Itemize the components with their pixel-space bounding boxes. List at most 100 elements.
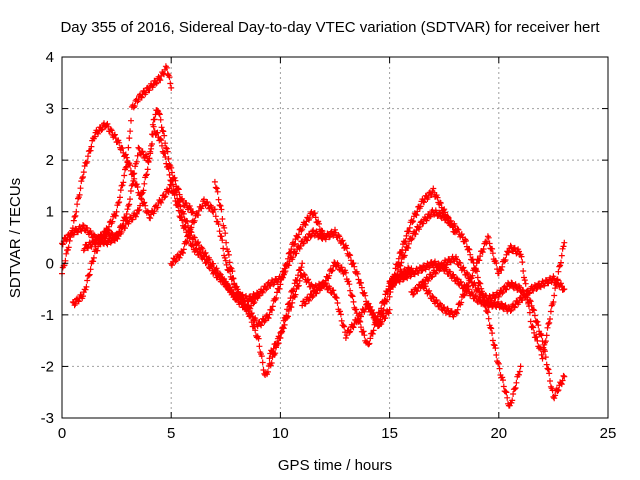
data-point bbox=[503, 286, 510, 293]
y-tick-label: -3 bbox=[41, 410, 54, 427]
data-point bbox=[138, 94, 145, 101]
data-point bbox=[299, 260, 306, 267]
data-point bbox=[201, 196, 207, 203]
data-point bbox=[325, 275, 332, 282]
data-point bbox=[350, 260, 357, 267]
data-point bbox=[322, 280, 329, 286]
data-point bbox=[134, 184, 141, 190]
data-point bbox=[547, 378, 553, 384]
data-point bbox=[411, 271, 418, 278]
data-point bbox=[172, 177, 179, 184]
data-point bbox=[204, 199, 211, 205]
data-point bbox=[354, 317, 361, 324]
data-point bbox=[87, 266, 94, 273]
data-point bbox=[157, 77, 164, 84]
data-point bbox=[258, 353, 265, 360]
data-point bbox=[195, 212, 202, 219]
data-point bbox=[531, 329, 538, 336]
data-point bbox=[464, 271, 471, 278]
data-point bbox=[85, 153, 91, 160]
data-point bbox=[161, 150, 168, 157]
data-point bbox=[92, 240, 99, 247]
data-point bbox=[168, 84, 175, 91]
data-point bbox=[278, 276, 285, 283]
data-point bbox=[397, 262, 404, 269]
data-point bbox=[173, 189, 180, 196]
data-point bbox=[432, 270, 439, 277]
data-point bbox=[121, 172, 128, 179]
data-point bbox=[251, 323, 258, 330]
data-point bbox=[472, 292, 479, 299]
data-point bbox=[72, 212, 79, 219]
data-point bbox=[484, 309, 491, 316]
data-point bbox=[144, 166, 151, 173]
data-point bbox=[489, 245, 496, 252]
data-point bbox=[295, 282, 302, 289]
data-point bbox=[222, 230, 229, 237]
data-point bbox=[367, 303, 374, 310]
data-point bbox=[169, 181, 176, 188]
data-point bbox=[561, 373, 568, 380]
data-points bbox=[59, 63, 568, 409]
x-tick-label: 5 bbox=[167, 425, 175, 442]
data-point bbox=[153, 80, 160, 87]
data-point bbox=[108, 127, 115, 134]
data-point bbox=[226, 259, 233, 266]
data-point bbox=[265, 315, 272, 322]
series-13 bbox=[419, 233, 568, 362]
data-point bbox=[153, 79, 160, 86]
data-point bbox=[188, 224, 195, 231]
data-point bbox=[485, 315, 492, 322]
series-4 bbox=[80, 107, 196, 254]
data-point bbox=[519, 259, 526, 266]
data-point bbox=[91, 241, 98, 248]
data-point bbox=[347, 328, 354, 335]
data-point bbox=[385, 310, 392, 317]
series-11 bbox=[386, 258, 568, 315]
data-point bbox=[127, 162, 133, 169]
data-point bbox=[175, 186, 182, 193]
data-point bbox=[380, 306, 387, 313]
x-tick-label: 0 bbox=[58, 425, 66, 442]
data-point bbox=[488, 325, 495, 332]
data-point bbox=[428, 274, 435, 281]
data-point bbox=[301, 272, 308, 279]
data-point bbox=[543, 361, 550, 368]
data-point bbox=[558, 280, 564, 287]
data-point bbox=[350, 298, 357, 305]
data-point bbox=[289, 299, 296, 306]
data-point bbox=[258, 322, 265, 329]
data-point bbox=[143, 172, 149, 179]
data-point bbox=[73, 208, 80, 215]
data-point bbox=[276, 285, 283, 292]
data-point bbox=[511, 304, 518, 311]
y-axis-label: SDTVAR / TECUs bbox=[7, 178, 24, 298]
data-point bbox=[421, 199, 427, 206]
data-point bbox=[422, 266, 429, 273]
data-point bbox=[124, 206, 131, 213]
data-point bbox=[159, 142, 165, 149]
data-point bbox=[268, 360, 275, 366]
data-point bbox=[122, 225, 128, 232]
data-point bbox=[163, 144, 169, 151]
data-point bbox=[543, 332, 550, 339]
data-point bbox=[360, 328, 367, 335]
data-point bbox=[551, 395, 558, 402]
data-point bbox=[489, 330, 496, 337]
data-point bbox=[365, 341, 372, 348]
data-point bbox=[465, 283, 472, 290]
data-point bbox=[520, 268, 527, 274]
data-point bbox=[346, 281, 353, 288]
data-point bbox=[430, 294, 437, 301]
data-point bbox=[426, 213, 433, 220]
data-point bbox=[63, 250, 70, 257]
data-point bbox=[135, 144, 142, 151]
data-point bbox=[333, 295, 340, 301]
data-point bbox=[195, 239, 202, 246]
data-point bbox=[302, 300, 309, 307]
data-point bbox=[508, 279, 515, 286]
data-point bbox=[141, 180, 148, 187]
data-point bbox=[558, 252, 565, 259]
data-point bbox=[104, 120, 111, 127]
data-point bbox=[413, 212, 420, 219]
